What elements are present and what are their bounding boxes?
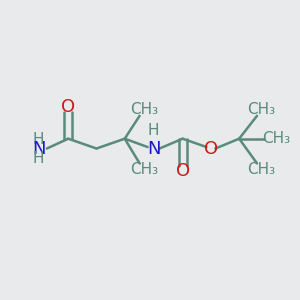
Text: H: H: [33, 131, 44, 146]
Text: O: O: [204, 140, 218, 158]
Text: CH₃: CH₃: [130, 102, 158, 117]
Text: H: H: [148, 123, 159, 138]
Text: CH₃: CH₃: [248, 102, 275, 117]
Text: O: O: [176, 162, 190, 180]
Text: H: H: [33, 151, 44, 166]
Text: CH₃: CH₃: [130, 162, 158, 177]
Text: CH₃: CH₃: [248, 162, 275, 177]
Text: N: N: [147, 140, 160, 158]
Text: O: O: [61, 98, 75, 116]
Text: CH₃: CH₃: [262, 131, 290, 146]
Text: N: N: [32, 140, 45, 158]
